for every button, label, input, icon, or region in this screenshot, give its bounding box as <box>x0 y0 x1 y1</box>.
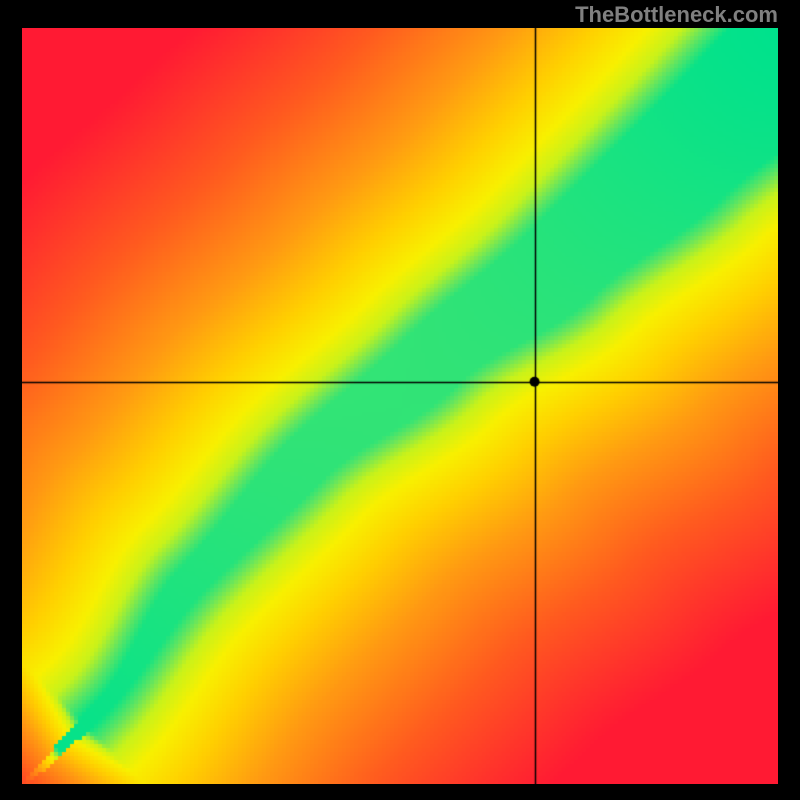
chart-container: TheBottleneck.com <box>0 0 800 800</box>
watermark-text: TheBottleneck.com <box>575 2 778 28</box>
bottleneck-heatmap <box>22 28 778 784</box>
